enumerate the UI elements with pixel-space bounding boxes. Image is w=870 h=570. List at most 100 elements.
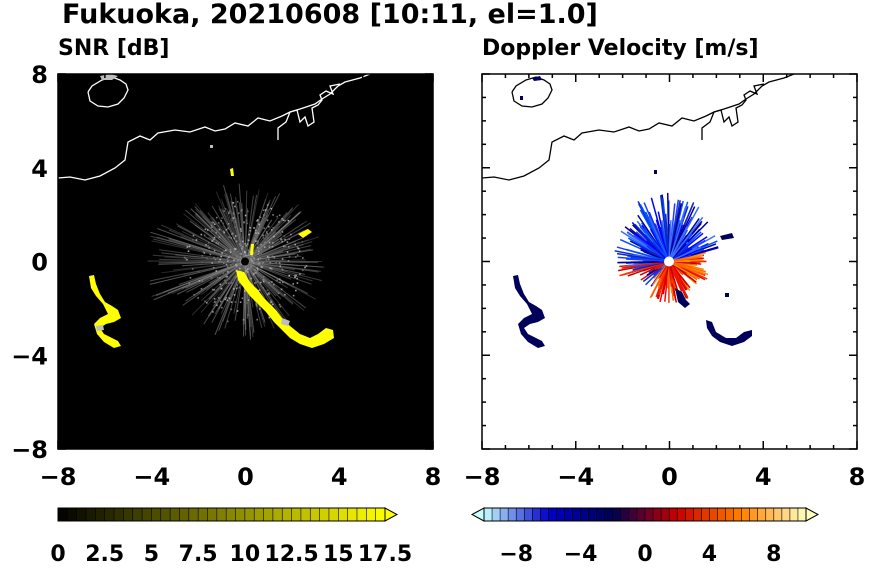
- snr-clutter-speck: [207, 245, 209, 247]
- snr-clutter-speck: [268, 316, 271, 319]
- snr-clutter-speck: [235, 257, 238, 260]
- snr-clutter-speck: [241, 240, 244, 243]
- snr-colorbar-bin: [179, 508, 190, 521]
- doppler-colorbar-bin: [693, 508, 702, 521]
- snr-clutter-speck: [268, 256, 270, 259]
- snr-clutter-speck: [244, 214, 247, 217]
- doppler-panel-title: Doppler Velocity [m/s]: [482, 36, 759, 61]
- snr-clutter-speck: [219, 283, 222, 286]
- snr-clutter-speck: [272, 283, 275, 286]
- snr-colorbar-bin: [375, 508, 386, 521]
- snr-clutter-speck: [222, 222, 225, 225]
- snr-clutter-speck: [240, 253, 243, 255]
- snr-clutter-speck: [238, 212, 240, 214]
- snr-clutter-speck: [251, 256, 253, 259]
- snr-clutter-speck: [245, 256, 248, 259]
- snr-clutter-speck: [292, 294, 295, 297]
- snr-x-tick-label: 0: [237, 463, 254, 491]
- snr-clutter-speck: [206, 257, 208, 260]
- snr-colorbar-bin: [151, 508, 162, 521]
- snr-clutter-speck: [254, 255, 256, 258]
- snr-clutter-speck: [251, 272, 254, 275]
- snr-clutter-speck: [235, 240, 238, 243]
- snr-clutter-speck: [204, 228, 207, 230]
- snr-clutter-speck: [192, 234, 195, 237]
- doppler-colorbar-bin: [556, 508, 565, 521]
- snr-colorbar-tick-label: 12.5: [264, 542, 318, 567]
- snr-colorbar-tick-label: 2.5: [85, 542, 124, 567]
- snr-clutter-speck: [256, 246, 259, 249]
- snr-colorbar-bin: [291, 508, 302, 521]
- doppler-velocity-ray: [638, 244, 670, 263]
- snr-clutter-ray: [244, 195, 254, 262]
- snr-clutter-speck: [251, 274, 254, 277]
- doppler-colorbar-bin: [532, 508, 541, 521]
- snr-colorbar-bin: [282, 508, 293, 521]
- doppler-colorbar-bin: [564, 508, 574, 521]
- snr-clutter-speck: [255, 270, 258, 273]
- doppler-colorbar: −8 −4 0 4 8: [470, 507, 820, 567]
- snr-colorbar-bin: [310, 508, 321, 521]
- snr-clutter-speck: [230, 264, 232, 266]
- snr-colorbar-tick-label: 0: [50, 542, 65, 567]
- snr-panel: −8 −4 0 4 8 8 4 0 −4 −8: [11, 61, 441, 491]
- doppler-colorbar-bin: [749, 508, 759, 521]
- snr-clutter-speck: [301, 269, 304, 272]
- doppler-velocity-ray: [621, 260, 670, 269]
- snr-clutter-speck: [223, 262, 225, 264]
- doppler-colorbar-bin: [781, 508, 791, 521]
- snr-clutter-speck: [228, 277, 231, 280]
- snr-clutter-speck: [247, 299, 250, 301]
- snr-clutter-speck: [220, 287, 223, 290]
- snr-colorbar-bin: [160, 508, 171, 521]
- doppler-colorbar-bin: [636, 508, 646, 521]
- snr-y-tick-label: −4: [11, 342, 48, 370]
- snr-clutter-speck: [226, 320, 229, 323]
- snr-clutter-speck: [260, 243, 262, 246]
- snr-clutter-speck: [225, 275, 227, 278]
- snr-y-tick-label: −8: [11, 436, 48, 464]
- snr-clutter-speck: [244, 290, 246, 292]
- doppler-velocity-ray: [668, 220, 672, 262]
- snr-colorbar-bin: [338, 508, 349, 521]
- snr-clutter-ray: [244, 189, 260, 262]
- snr-clutter-speck: [211, 226, 213, 228]
- snr-clutter-speck: [219, 300, 222, 303]
- snr-clutter-speck: [298, 250, 301, 253]
- snr-clutter-speck: [214, 301, 216, 303]
- snr-colorbar-bin: [188, 508, 199, 521]
- snr-clutter-speck: [210, 276, 212, 279]
- snr-clutter-speck: [192, 238, 194, 241]
- snr-clutter-speck: [296, 282, 299, 284]
- snr-clutter-speck: [296, 254, 299, 256]
- snr-colorbar-bin: [226, 508, 237, 521]
- snr-clutter-speck: [257, 261, 260, 263]
- doppler-velocity-ray: [662, 261, 670, 295]
- snr-clutter-speck: [240, 230, 243, 232]
- snr-clutter-speck: [257, 232, 260, 235]
- doppler-colorbar-min-arrow: [470, 507, 485, 522]
- snr-clutter-speck: [211, 262, 213, 264]
- doppler-colorbar-bin: [677, 508, 686, 521]
- snr-clutter-speck: [266, 204, 269, 206]
- snr-clutter-speck: [267, 258, 270, 261]
- snr-clutter-speck: [242, 267, 245, 270]
- snr-clutter-ray: [244, 261, 305, 275]
- snr-clutter-ray: [244, 261, 280, 295]
- snr-colorbar-bin: [319, 508, 330, 521]
- snr-clutter-speck: [230, 301, 233, 303]
- snr-clutter-speck: [262, 209, 265, 212]
- snr-clutter-speck: [258, 250, 260, 253]
- snr-clutter-speck: [266, 219, 269, 222]
- snr-clutter-speck: [218, 261, 220, 263]
- snr-clutter-speck: [228, 297, 231, 300]
- snr-x-tick-label: 8: [425, 463, 442, 491]
- doppler-x-tick-label: 8: [849, 463, 866, 491]
- snr-clutter-speck: [234, 247, 236, 250]
- snr-clutter-speck: [254, 269, 257, 271]
- snr-clutter-ray: [244, 249, 314, 262]
- snr-clutter-ray: [230, 201, 246, 262]
- snr-pier: [277, 83, 341, 140]
- snr-clutter-speck: [249, 251, 252, 253]
- snr-clutter-speck: [205, 302, 208, 304]
